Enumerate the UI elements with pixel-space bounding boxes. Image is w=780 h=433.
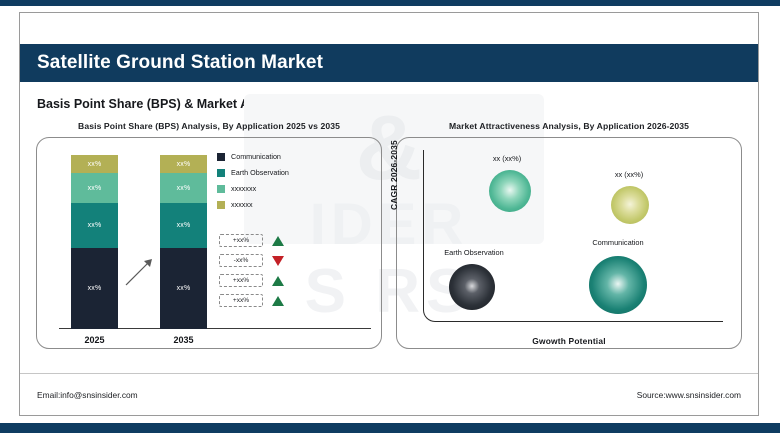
triangle-up-icon bbox=[272, 295, 284, 306]
growth-arrow-icon bbox=[125, 259, 152, 286]
legend-swatch-icon bbox=[217, 152, 225, 161]
bar-segment: xx% bbox=[160, 203, 207, 248]
delta-value: +xx% bbox=[219, 294, 263, 307]
legend-label: xxxxxx bbox=[231, 200, 253, 209]
delta-row: +xx% bbox=[219, 274, 284, 287]
legend-item-four[interactable]: xxxxxx bbox=[217, 200, 289, 209]
legend-item-communication[interactable]: Communication bbox=[217, 152, 289, 161]
legend-swatch-icon bbox=[217, 168, 225, 177]
footer-source: Source:www.snsinsider.com bbox=[636, 389, 741, 400]
legend-item-three[interactable]: xxxxxxx bbox=[217, 184, 289, 193]
triangle-down-icon bbox=[272, 255, 284, 266]
bps-chart-column: Basis Point Share (BPS) Analysis, By App… bbox=[36, 121, 382, 349]
triangle-up-icon bbox=[272, 235, 284, 246]
bps-chart-inner: xx% xx% xx% xx% xx% xx% xx% xx% 2025 203… bbox=[37, 138, 381, 348]
bar-segment: xx% bbox=[160, 173, 207, 203]
bubble-olive[interactable] bbox=[611, 186, 649, 224]
bar-segment: xx% bbox=[71, 173, 118, 203]
triangle-up-icon bbox=[272, 275, 284, 286]
attractiveness-chart-column: Market Attractiveness Analysis, By Appli… bbox=[389, 121, 742, 349]
delta-row: +xx% bbox=[219, 234, 284, 247]
title-bar: Satellite Ground Station Market bbox=[20, 44, 758, 82]
bottom-accent-strip bbox=[0, 423, 780, 433]
x-axis-label: Gwowth Potential bbox=[532, 336, 606, 346]
card-top-gap bbox=[20, 13, 758, 44]
bubble-label: xx (xx%) bbox=[492, 154, 522, 163]
bps-chart-panel: xx% xx% xx% xx% xx% xx% xx% xx% 2025 203… bbox=[36, 137, 382, 349]
bps-baseline bbox=[59, 328, 371, 329]
delta-row: -xx% bbox=[219, 254, 284, 267]
bps-chart-heading: Basis Point Share (BPS) Analysis, By App… bbox=[78, 121, 340, 131]
bar-segment: xx% bbox=[160, 155, 207, 173]
bar-segment: xx% bbox=[160, 248, 207, 329]
legend-label: Communication bbox=[231, 152, 281, 161]
bubble-dark[interactable] bbox=[449, 264, 495, 310]
charts-container: Basis Point Share (BPS) Analysis, By App… bbox=[20, 113, 758, 349]
y-axis-label: CAGR 2026-2035 bbox=[389, 140, 399, 210]
delta-value: -xx% bbox=[219, 254, 263, 267]
legend-swatch-icon bbox=[217, 200, 225, 209]
axis-tick-2035: 2035 bbox=[173, 335, 194, 345]
bar-segment: xx% bbox=[71, 203, 118, 248]
delta-value: +xx% bbox=[219, 274, 263, 287]
top-accent-strip bbox=[0, 0, 780, 6]
stacked-bar-2035[interactable]: xx% xx% xx% xx% bbox=[160, 155, 207, 329]
legend-label: Earth Observation bbox=[231, 168, 289, 177]
attractiveness-chart-heading: Market Attractiveness Analysis, By Appli… bbox=[448, 121, 690, 131]
bubble-label: Earth Observation bbox=[444, 248, 504, 257]
bubble-green[interactable] bbox=[489, 170, 531, 212]
attractiveness-chart-panel: CAGR 2026-2035 Gwowth Potential xx (xx%)… bbox=[389, 137, 742, 349]
bar-segment: xx% bbox=[71, 155, 118, 173]
bubble-label: xx (xx%) bbox=[614, 170, 644, 179]
report-card: & IDER S RS Satellite Ground Station Mar… bbox=[19, 12, 759, 416]
axis-tick-2025: 2025 bbox=[84, 335, 105, 345]
attractiveness-chart-inner: CAGR 2026-2035 Gwowth Potential xx (xx%)… bbox=[389, 138, 741, 348]
subtitle-row: Basis Point Share (BPS) & Market Attract… bbox=[20, 82, 758, 113]
bps-legend: Communication Earth Observation xxxxxxx bbox=[217, 152, 289, 216]
bubble-teal[interactable] bbox=[589, 256, 647, 314]
delta-badge-list: +xx% -xx% +xx% +xx% bbox=[219, 234, 284, 314]
legend-item-earth-observation[interactable]: Earth Observation bbox=[217, 168, 289, 177]
legend-label: xxxxxxx bbox=[231, 184, 257, 193]
bar-segment: xx% bbox=[71, 248, 118, 329]
footer: Email:info@snsinsider.com Source:www.sns… bbox=[20, 373, 758, 415]
page-subtitle: Basis Point Share (BPS) & Market Attract… bbox=[37, 97, 381, 111]
bubble-label: Communication bbox=[592, 238, 644, 247]
page-title: Satellite Ground Station Market bbox=[37, 52, 324, 73]
delta-row: +xx% bbox=[219, 294, 284, 307]
footer-email: Email:info@snsinsider.com bbox=[37, 389, 138, 400]
delta-value: +xx% bbox=[219, 234, 263, 247]
stacked-bar-2025[interactable]: xx% xx% xx% xx% bbox=[71, 155, 118, 329]
legend-swatch-icon bbox=[217, 184, 225, 193]
